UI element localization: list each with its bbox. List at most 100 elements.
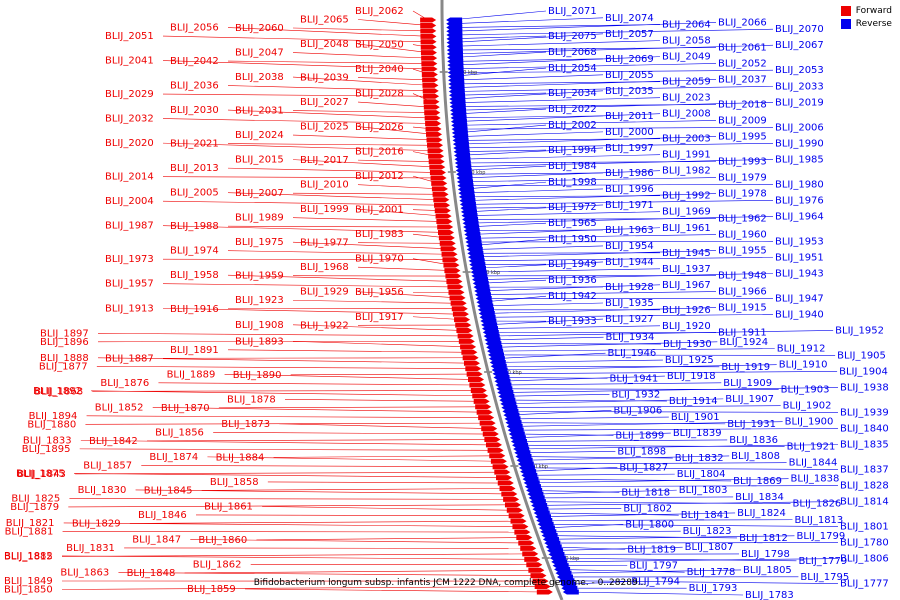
reverse-gene-arrow[interactable] [446,25,463,31]
forward-gene-arrow[interactable] [457,333,474,339]
reverse-gene-arrow[interactable] [467,250,484,256]
reverse-gene-arrow[interactable] [542,536,559,542]
reverse-gene-arrow[interactable] [468,254,485,260]
reverse-gene-arrow[interactable] [452,134,469,140]
reverse-gene-arrow[interactable] [513,446,530,452]
reverse-gene-arrow[interactable] [462,216,479,222]
gene-label[interactable]: BLIJ_2054 [548,63,597,74]
reverse-gene-arrow[interactable] [521,472,538,478]
reverse-gene-arrow[interactable] [464,235,481,241]
forward-gene-arrow[interactable] [422,88,439,94]
reverse-gene-arrow[interactable] [457,186,474,192]
forward-gene-arrow[interactable] [421,71,438,77]
forward-gene-arrow[interactable] [421,61,438,67]
forward-gene-arrow[interactable] [478,415,495,421]
reverse-gene-arrow[interactable] [481,326,498,332]
forward-gene-arrow[interactable] [425,126,442,132]
forward-gene-arrow[interactable] [536,589,553,595]
gene-label[interactable]: BLIJ_2037 [718,74,767,85]
gene-label[interactable]: BLIJ_2047 [235,48,284,59]
gene-label[interactable]: BLIJ_1827 [619,462,668,473]
gene-label[interactable]: BLIJ_1887 [105,353,154,364]
reverse-gene-arrow[interactable] [514,450,531,456]
gene-label[interactable]: BLIJ_2053 [775,65,824,76]
gene-label[interactable]: BLIJ_1815 [4,551,53,562]
gene-label[interactable]: BLIJ_2011 [605,111,654,122]
reverse-gene-arrow[interactable] [447,55,464,61]
gene-label[interactable]: BLIJ_1914 [669,396,718,407]
reverse-gene-arrow[interactable] [479,314,496,320]
gene-label[interactable]: BLIJ_2002 [548,120,597,131]
gene-label[interactable]: BLIJ_1844 [789,458,838,469]
gene-label[interactable]: BLIJ_1879 [10,502,59,513]
forward-gene-arrow[interactable] [421,55,438,61]
reverse-gene-arrow[interactable] [556,574,573,580]
gene-label[interactable]: BLIJ_1802 [623,503,672,514]
gene-label[interactable]: BLIJ_1925 [665,355,714,366]
gene-label[interactable]: BLIJ_1956 [355,287,404,298]
gene-label[interactable]: BLIJ_1938 [840,382,889,393]
reverse-gene-arrow[interactable] [487,352,504,358]
gene-label[interactable]: BLIJ_1961 [662,223,711,234]
gene-label[interactable]: BLIJ_2020 [105,138,154,149]
gene-label[interactable]: BLIJ_1873 [221,419,270,430]
reverse-gene-arrow[interactable] [510,438,527,444]
gene-label[interactable]: BLIJ_1837 [840,465,889,476]
gene-label[interactable]: BLIJ_1996 [605,184,654,195]
gene-label[interactable]: BLIJ_1901 [671,412,720,423]
gene-label[interactable]: BLIJ_1892 [33,386,82,397]
reverse-gene-arrow[interactable] [456,175,473,181]
forward-gene-arrow[interactable] [431,180,448,186]
forward-gene-arrow[interactable] [432,191,449,197]
reverse-gene-arrow[interactable] [448,85,465,91]
forward-gene-arrow[interactable] [481,426,498,432]
gene-label[interactable]: BLIJ_1825 [11,493,60,504]
gene-label[interactable]: BLIJ_1920 [662,321,711,332]
reverse-gene-arrow[interactable] [494,378,511,384]
reverse-gene-arrow[interactable] [480,318,497,324]
gene-label[interactable]: BLIJ_2061 [718,42,767,53]
reverse-gene-arrow[interactable] [533,510,550,516]
gene-label[interactable]: BLIJ_1849 [4,576,53,587]
gene-label[interactable]: BLIJ_2029 [105,89,154,100]
forward-gene-arrow[interactable] [435,213,452,219]
gene-label[interactable]: BLIJ_2008 [662,109,711,120]
reverse-gene-arrow[interactable] [529,499,546,505]
reverse-gene-arrow[interactable] [497,390,514,396]
gene-label[interactable]: BLIJ_1960 [718,230,767,241]
gene-label[interactable]: BLIJ_1919 [721,362,770,373]
gene-label[interactable]: BLIJ_1962 [718,214,767,225]
reverse-gene-arrow[interactable] [447,73,464,79]
gene-label[interactable]: BLIJ_1979 [718,173,767,184]
reverse-gene-arrow[interactable] [460,209,477,215]
reverse-gene-arrow[interactable] [449,96,466,102]
gene-label[interactable]: BLIJ_2035 [605,86,654,97]
gene-labels[interactable]: BLIJ_2062 BLIJ_2065 BLIJ_2060 BLIJ_2056 BLIJ… [4,6,889,600]
reverse-gene-arrow[interactable] [463,228,480,234]
gene-label[interactable]: BLIJ_1951 [775,252,824,263]
gene-label[interactable]: BLIJ_1841 [681,510,730,521]
reverse-gene-arrow[interactable] [555,570,572,576]
gene-label[interactable]: BLIJ_1980 [775,179,824,190]
gene-label[interactable]: BLIJ_1965 [548,218,597,229]
reverse-gene-arrow[interactable] [451,122,468,128]
reverse-gene-arrow[interactable] [531,502,548,508]
forward-gene-arrow[interactable] [452,311,469,317]
gene-label[interactable]: BLIJ_1795 [800,572,849,583]
reverse-gene-arrow[interactable] [470,265,487,271]
gene-label[interactable]: BLIJ_1842 [89,436,138,447]
gene-label[interactable]: BLIJ_1840 [840,423,889,434]
gene-label[interactable]: BLIJ_1916 [170,304,219,315]
forward-gene-arrow[interactable] [447,284,464,290]
forward-gene-arrow[interactable] [516,535,533,541]
gene-label[interactable]: BLIJ_1783 [745,590,794,600]
gene-label[interactable]: BLIJ_2036 [170,81,219,92]
gene-label[interactable]: BLIJ_2014 [105,172,154,183]
forward-gene-arrow[interactable] [422,77,439,83]
forward-gene-arrow[interactable] [420,33,437,39]
gene-label[interactable]: BLIJ_1875 [16,468,65,479]
forward-gene-arrow[interactable] [455,322,472,328]
gene-label[interactable]: BLIJ_1944 [605,257,654,268]
gene-label[interactable]: BLIJ_1957 [105,279,154,290]
forward-gene-arrow[interactable] [476,409,493,415]
